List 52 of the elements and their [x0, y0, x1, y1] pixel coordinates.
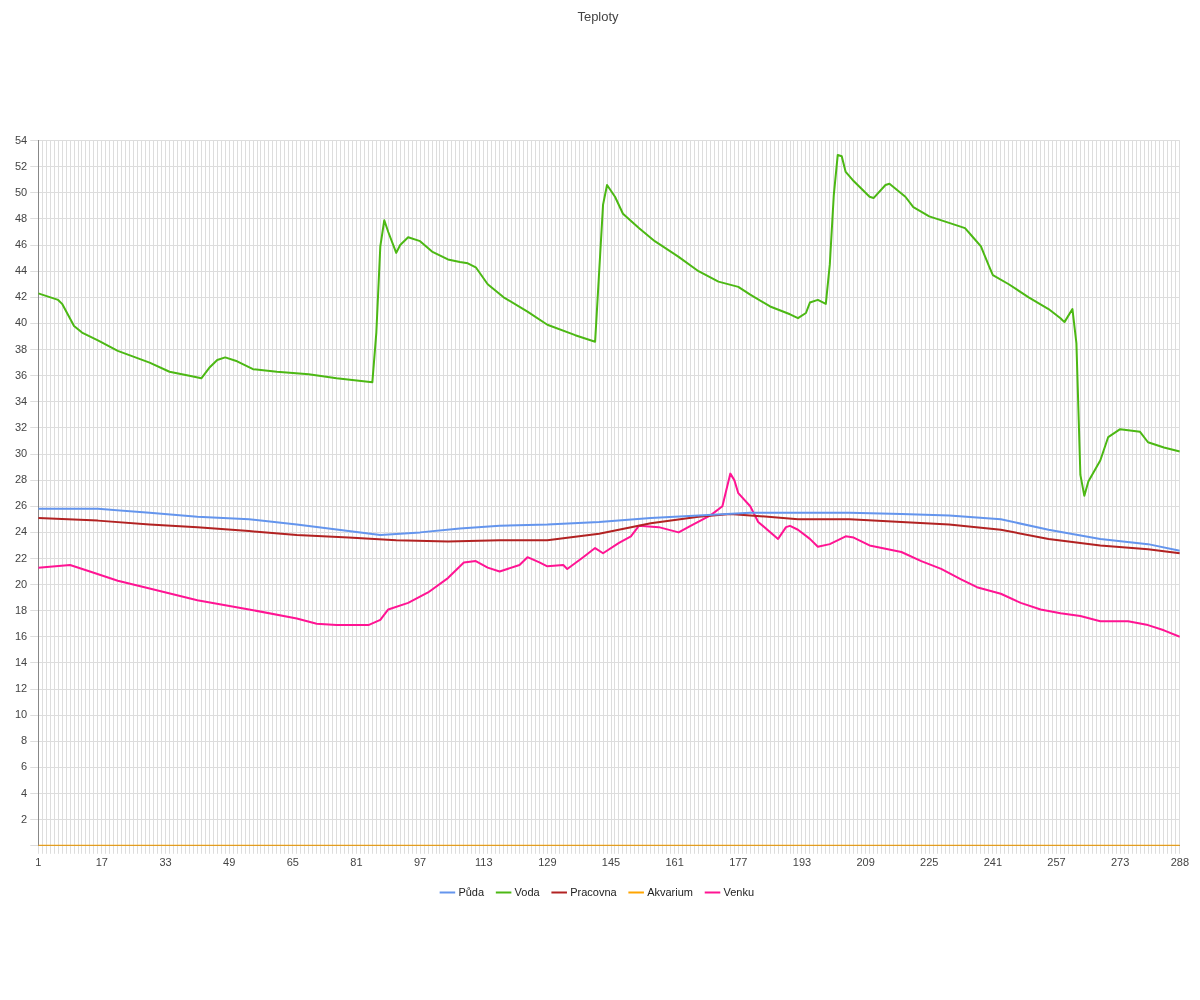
y-tick-label: 32 [14, 420, 28, 433]
y-tick-label: 8 [21, 734, 28, 747]
x-tick-label: 225 [920, 856, 939, 869]
x-tick-label: 81 [350, 856, 363, 869]
x-tick-label: 129 [538, 856, 557, 869]
x-tick-label: 1 [35, 856, 42, 869]
legend-label: Pracovna [570, 885, 618, 898]
y-tick-label: 50 [14, 185, 28, 198]
y-tick-label: 22 [14, 551, 28, 564]
x-tick-label: 193 [792, 856, 812, 869]
x-tick-label: 273 [1110, 856, 1130, 869]
y-tick-label: 2 [21, 812, 28, 825]
x-tick-label: 177 [729, 856, 748, 869]
y-tick-label: 6 [21, 760, 28, 773]
y-tick-label: 48 [14, 211, 28, 224]
x-tick-label: 145 [601, 856, 621, 869]
y-tick-label: 36 [14, 368, 28, 381]
y-tick-label: 24 [14, 525, 28, 538]
y-tick-label: 38 [14, 342, 28, 355]
y-tick-label: 4 [21, 786, 28, 799]
y-tick-label: 26 [14, 499, 28, 512]
chart-title: Teploty [577, 9, 620, 25]
y-tick-label: 52 [14, 159, 28, 172]
x-tick-label: 288 [1170, 856, 1189, 869]
y-tick-label: 44 [14, 264, 28, 277]
x-tick-label: 17 [95, 856, 108, 869]
y-tick-label: 20 [14, 577, 28, 590]
x-tick-label: 113 [474, 856, 493, 869]
x-tick-label: 161 [665, 856, 684, 869]
legend-label: Venku [723, 885, 755, 898]
y-tick-label: 28 [14, 473, 28, 486]
x-tick-label: 33 [159, 856, 172, 869]
y-tick-label: 40 [14, 316, 28, 329]
y-tick-label: 18 [14, 603, 28, 616]
y-tick-label: 12 [14, 682, 28, 695]
y-tick-label: 14 [14, 656, 28, 668]
x-tick-label: 97 [413, 856, 427, 869]
y-tick-label: 30 [14, 447, 28, 460]
legend-label: Voda [514, 885, 541, 898]
y-tick-label: 34 [14, 394, 28, 407]
legend-label: Půda [458, 885, 485, 898]
x-tick-label: 49 [223, 856, 236, 869]
x-tick-label: 65 [286, 856, 299, 869]
y-tick-label: 16 [14, 629, 28, 642]
legend-label: Akvarium [647, 885, 693, 898]
x-tick-label: 257 [1047, 856, 1066, 869]
y-tick-label: 10 [14, 708, 28, 721]
x-tick-label: 241 [983, 856, 1003, 869]
y-tick-label: 46 [14, 238, 28, 251]
y-tick-label: 54 [14, 133, 28, 146]
x-tick-label: 209 [856, 856, 875, 869]
y-tick-label: 42 [14, 290, 28, 303]
